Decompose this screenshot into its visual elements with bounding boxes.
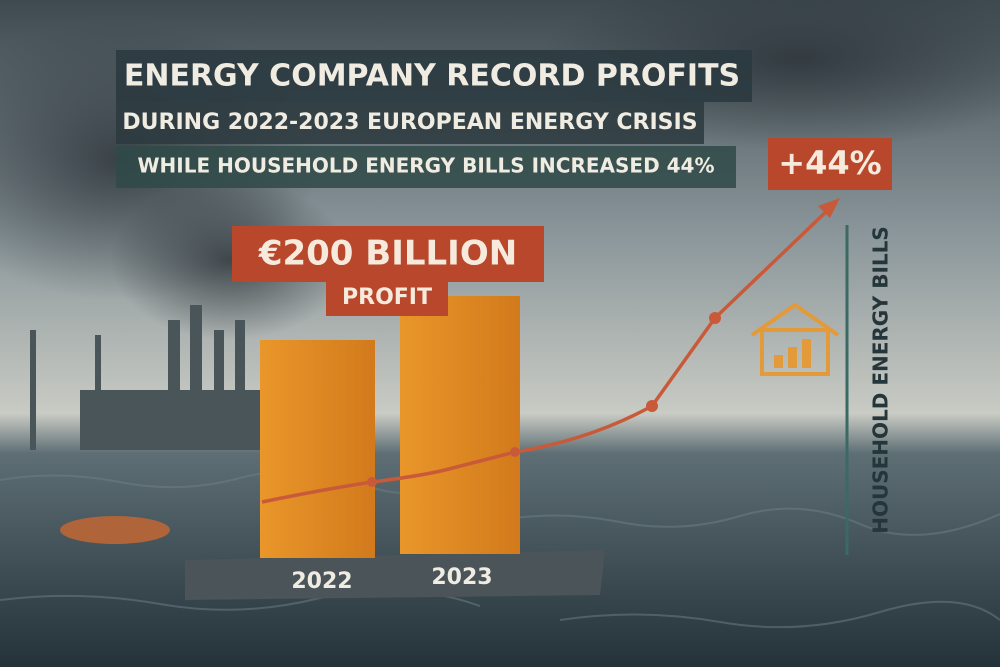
profit-label: PROFIT xyxy=(342,285,432,310)
year-label: 2022 xyxy=(291,569,352,594)
change: +44% xyxy=(778,144,881,182)
subtitle: DURING 2022-2023 EUROPEAN ENERGY CRISIS xyxy=(122,110,697,135)
bills-line xyxy=(261,206,832,504)
bar-2023 xyxy=(400,296,520,554)
smoke xyxy=(110,180,350,340)
line-points xyxy=(367,312,721,487)
bills-label: HOUSEHOLD ENERGY BILLS xyxy=(869,226,893,534)
waves xyxy=(0,470,1000,629)
note-box xyxy=(116,146,736,188)
title-box xyxy=(116,50,752,102)
debris xyxy=(60,516,170,544)
house-icon xyxy=(750,302,840,376)
arrow-head xyxy=(818,198,840,218)
note: WHILE HOUSEHOLD ENERGY BILLS INCREASED 4… xyxy=(137,154,714,178)
factory xyxy=(30,305,270,450)
profit-amount: €200 BILLION xyxy=(258,234,517,274)
house-bars xyxy=(774,339,811,368)
platform xyxy=(185,550,605,600)
bar-2022 xyxy=(260,340,375,558)
profit-label-box xyxy=(326,280,448,316)
year-label: 2023 xyxy=(431,565,492,590)
change-box xyxy=(768,138,892,190)
profit-box xyxy=(232,226,544,282)
title: ENERGY COMPANY RECORD PROFITS xyxy=(124,59,740,94)
subtitle-box xyxy=(116,102,704,144)
